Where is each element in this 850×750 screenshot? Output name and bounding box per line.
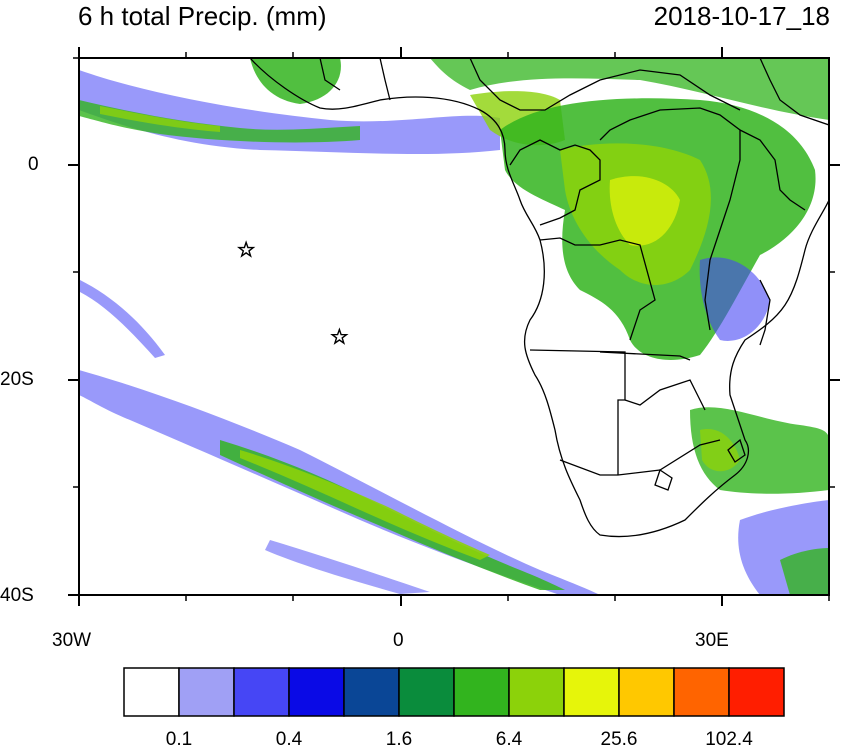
colorbar-label: 6.4 [495, 729, 523, 750]
colorbar-swatch-12 [728, 667, 785, 717]
colorbar-label: 25.6 [600, 729, 638, 750]
colorbar-swatch-5 [343, 667, 400, 717]
star-marker-1 [236, 240, 256, 258]
coastlines [249, 58, 829, 538]
precip-field [79, 58, 829, 595]
lat-label-20s: 20S [0, 369, 34, 390]
lon-label-0: 0 [393, 630, 404, 651]
colorbar-swatch-4 [288, 667, 345, 717]
map-frame [78, 57, 830, 596]
colorbar-label: 102.4 [705, 729, 753, 750]
lon-label-30e: 30E [695, 630, 729, 651]
map-datetime: 2018-10-17_18 [653, 1, 830, 31]
colorbar-swatch-8 [508, 667, 565, 717]
map-area [79, 58, 829, 595]
lat-label-0: 0 [28, 154, 39, 175]
colorbar-swatch-10 [618, 667, 675, 717]
lon-label-30w: 30W [52, 630, 92, 651]
colorbar-swatch-7 [453, 667, 510, 717]
station-markers [236, 240, 349, 345]
colorbar-swatch-11 [673, 667, 730, 717]
colorbar-swatch-9 [563, 667, 620, 717]
axis-minor-ticks [73, 52, 835, 601]
colorbar-label: 0.1 [165, 729, 193, 750]
colorbar-swatch-2 [178, 667, 235, 717]
star-marker-2 [330, 327, 349, 345]
colorbar-swatch-3 [233, 667, 290, 717]
colorbar-swatch-6 [398, 667, 455, 717]
colorbar-label: 0.4 [275, 729, 303, 750]
axis-ticks [68, 47, 840, 606]
lat-label-40s: 40S [0, 585, 34, 606]
colorbar [123, 667, 785, 717]
colorbar-swatch-1 [123, 667, 180, 717]
colorbar-label: 1.6 [385, 729, 413, 750]
map-title: 6 h total Precip. (mm) [78, 1, 327, 31]
